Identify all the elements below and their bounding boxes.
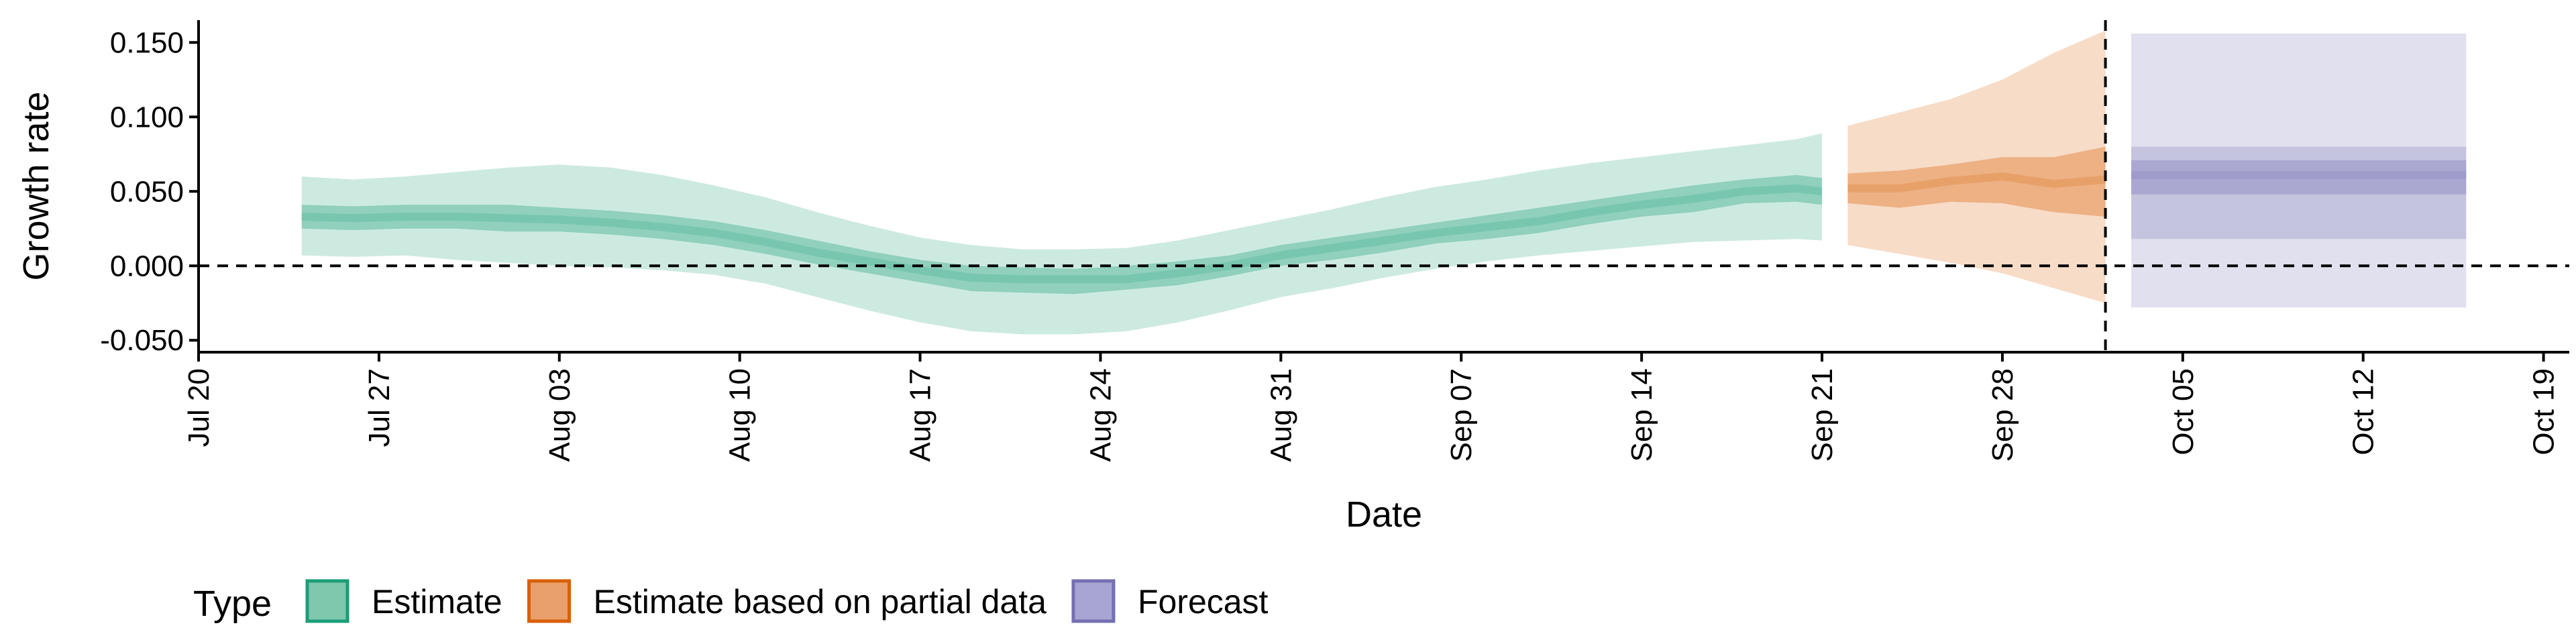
y-tick-label: 0.000 (110, 250, 184, 282)
y-tick-label: 0.150 (110, 26, 184, 59)
forecast-band-90 (2131, 34, 2467, 308)
chart-bands (301, 30, 2467, 335)
x-tick-label: Aug 17 (904, 368, 937, 462)
legend-title: Type (193, 584, 272, 624)
x-tick-label: Oct 05 (2167, 368, 2200, 455)
x-tick-label: Sep 07 (1445, 368, 1478, 462)
x-tick-label: Aug 03 (543, 368, 576, 462)
legend-label-estimate-based-on-partial-data: Estimate based on partial data (594, 583, 1047, 621)
y-axis-ticks: 0.150 0.100 0.050 0.000 -0.050 (100, 26, 199, 357)
estimate-band-90 (301, 133, 1823, 335)
x-axis-ticks: Jul 20 Jul 27 Aug 03 Aug 10 Aug 17 Aug 24 Aug … (182, 352, 2561, 462)
estimate-band-50 (301, 174, 1823, 294)
y-axis-title: Growth rate (16, 91, 56, 280)
x-tick-label: Oct 12 (2347, 368, 2380, 455)
legend-label-forecast: Forecast (1138, 583, 1269, 621)
legend-swatch-forecast (1071, 579, 1116, 623)
y-tick-label: -0.050 (100, 324, 184, 357)
legend-label-estimate: Estimate (372, 583, 502, 621)
x-tick-label: Sep 21 (1806, 368, 1839, 462)
estimate-based-on-partial-data-band-90 (1847, 30, 2106, 303)
x-tick-label: Aug 31 (1265, 368, 1297, 462)
x-axis-title: Date (1346, 494, 1422, 535)
chart-axes (197, 20, 2569, 354)
legend-swatch-estimate-based-on-partial-data (527, 579, 572, 623)
estimate-based-on-partial-data-median-line (1847, 172, 2106, 193)
legend: Type Estimate Estimate based on partial d… (193, 579, 1269, 624)
x-tick-label: Sep 14 (1625, 368, 1658, 462)
x-tick-label: Sep 28 (1986, 368, 2019, 462)
legend-swatch-estimate (305, 579, 350, 623)
x-tick-label: Aug 10 (724, 368, 757, 462)
forecast-band-80 (2131, 146, 2467, 239)
estimate-median-line (301, 184, 1823, 284)
y-tick-label: 0.050 (110, 175, 184, 208)
forecast-band-50 (2131, 160, 2467, 195)
x-tick-label: Oct 19 (2528, 368, 2561, 455)
x-tick-label: Jul 20 (182, 368, 215, 447)
estimate-based-on-partial-data-band-50 (1847, 146, 2106, 217)
x-tick-label: Aug 24 (1085, 368, 1118, 462)
reference-lines (199, 20, 2569, 352)
y-tick-label: 0.100 (110, 101, 184, 133)
x-tick-label: Jul 27 (363, 368, 396, 447)
